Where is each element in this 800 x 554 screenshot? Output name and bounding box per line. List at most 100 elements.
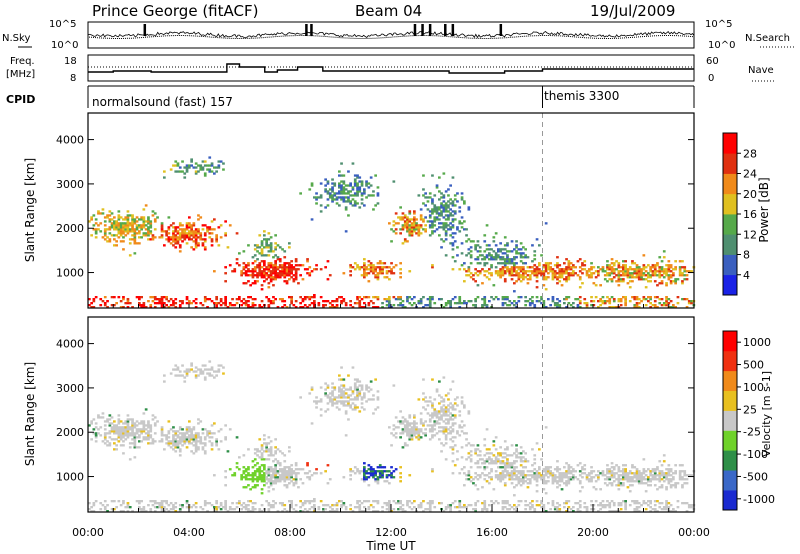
velocity-cell (160, 440, 164, 443)
power-cell (110, 234, 114, 237)
velocity-cell (408, 424, 412, 427)
power-cell (174, 306, 178, 309)
power-cell (176, 236, 180, 239)
velocity-cell (97, 432, 100, 435)
velocity-cell (606, 464, 609, 467)
power-cell (149, 296, 153, 299)
power-cell (451, 268, 455, 271)
velocity-cell (626, 478, 630, 481)
colorbar-tick-label: 500 (743, 359, 764, 372)
velocity-cell (608, 478, 612, 481)
velocity-cell (153, 424, 157, 427)
power-cell (210, 244, 214, 247)
velocity-cell (526, 482, 530, 485)
velocity-cell (451, 404, 455, 407)
velocity-cell (656, 510, 659, 513)
power-cell (449, 208, 452, 211)
power-cell (128, 228, 132, 231)
power-cell (219, 298, 223, 301)
power-cell (578, 286, 582, 289)
velocity-cell (344, 400, 348, 403)
velocity-cell (669, 504, 673, 507)
power-cell (522, 252, 525, 255)
power-cell (115, 226, 118, 229)
velocity-cell (128, 434, 132, 437)
power-cell (272, 278, 275, 281)
velocity-cell (610, 474, 614, 477)
power-cell (365, 180, 368, 183)
velocity-cell (147, 442, 150, 445)
velocity-cell (449, 406, 452, 409)
power-cell (665, 304, 668, 307)
velocity-cell (167, 510, 171, 513)
velocity-cell (201, 370, 205, 373)
power-cell (494, 272, 498, 275)
velocity-cell (247, 472, 250, 475)
velocity-cell (360, 510, 364, 513)
velocity-cell (351, 408, 355, 411)
velocity-cell (465, 478, 468, 481)
power-cell (138, 230, 141, 233)
power-cell (144, 234, 148, 237)
power-cell (358, 300, 362, 303)
power-cell (342, 298, 346, 301)
velocity-cell (406, 424, 409, 427)
power-cell (451, 244, 455, 247)
power-cell (215, 166, 218, 169)
velocity-cell (244, 474, 248, 477)
velocity-cell (469, 450, 473, 453)
power-cell (376, 194, 380, 197)
velocity-cell (103, 436, 107, 439)
power-cell (253, 304, 257, 307)
power-cell (363, 274, 366, 277)
power-cell (153, 220, 157, 223)
power-cell (290, 296, 293, 299)
velocity-cell (140, 510, 143, 513)
velocity-cell (617, 466, 621, 469)
velocity-cell (515, 444, 518, 447)
power-cell (192, 240, 196, 243)
velocity-cell (578, 504, 582, 507)
velocity-cell (367, 472, 371, 475)
velocity-cell (274, 464, 277, 467)
velocity-cell (651, 468, 655, 471)
velocity-cell (288, 500, 291, 503)
power-cell (506, 258, 509, 261)
power-cell (612, 262, 616, 265)
velocity-cell (628, 480, 632, 483)
power-cell (612, 306, 616, 309)
velocity-cell (328, 506, 332, 509)
velocity-cell (544, 472, 548, 475)
power-cell (444, 204, 448, 207)
power-cell (649, 266, 652, 269)
velocity-cell (612, 474, 616, 477)
velocity-cell (206, 432, 209, 435)
velocity-cell (269, 452, 273, 455)
power-cell (153, 228, 157, 231)
power-cell (353, 194, 357, 197)
power-cell (433, 206, 437, 209)
velocity-cell (374, 480, 377, 483)
power-cell (658, 266, 662, 269)
velocity-cell (178, 510, 182, 513)
power-cell (351, 204, 355, 207)
velocity-cell (260, 470, 264, 473)
velocity-cell (290, 474, 293, 477)
velocity-cell (267, 450, 271, 453)
velocity-cell (406, 502, 409, 505)
velocity-cell (510, 466, 514, 469)
velocity-cell (424, 432, 427, 435)
power-cell (510, 278, 514, 281)
velocity-cell (678, 476, 682, 479)
velocity-cell (483, 444, 487, 447)
velocity-cell (438, 412, 441, 415)
velocity-cell (660, 486, 664, 489)
power-cell (399, 268, 402, 271)
velocity-cell (451, 414, 455, 417)
velocity-cell (197, 368, 200, 371)
velocity-cell (119, 434, 123, 437)
power-cell (358, 296, 362, 299)
velocity-cell (328, 398, 332, 401)
velocity-cell (256, 478, 259, 481)
power-cell (356, 182, 359, 185)
